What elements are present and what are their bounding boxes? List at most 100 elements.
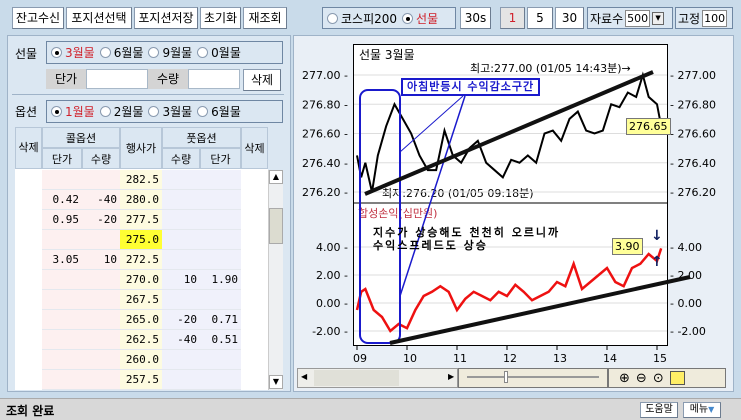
radio-icon xyxy=(51,106,62,117)
save-position-button[interactable]: 포지션저장 xyxy=(134,7,198,29)
scroll-up-icon[interactable]: ▲ xyxy=(269,170,283,184)
cell-call-price[interactable] xyxy=(42,290,82,310)
cell-put-price[interactable] xyxy=(200,350,241,370)
cell-put-qty[interactable] xyxy=(162,210,200,230)
cell-put-price[interactable]: 1.90 xyxy=(200,270,241,290)
cell-put-qty[interactable] xyxy=(162,230,200,250)
cell-put-qty[interactable] xyxy=(162,250,200,270)
futures-qty-input[interactable] xyxy=(188,69,240,89)
cell-put-price[interactable] xyxy=(200,290,241,310)
source-kospi200[interactable]: 코스피200 xyxy=(327,10,397,27)
cell-put-price[interactable] xyxy=(200,190,241,210)
cell-strike[interactable]: 275.0 xyxy=(120,230,162,250)
zoom-in-icon[interactable]: ⊕ xyxy=(619,370,630,386)
menu-button[interactable]: 메뉴▼ xyxy=(683,402,721,418)
cell-strike[interactable]: 272.5 xyxy=(120,250,162,270)
strike-column-bg xyxy=(120,170,162,390)
interval-30-button[interactable]: 30 xyxy=(555,7,584,29)
interval-30s-button[interactable]: 30s xyxy=(460,7,491,29)
cell-strike[interactable]: 267.5 xyxy=(120,290,162,310)
scroll-right-icon[interactable]: ▶ xyxy=(448,372,455,381)
options-month-2[interactable]: 2월물 xyxy=(99,103,143,120)
cell-call-qty[interactable] xyxy=(82,350,120,370)
help-button[interactable]: 도움말 xyxy=(640,402,678,418)
futures-month-3[interactable]: 3월물 xyxy=(51,44,95,61)
cell-put-price[interactable] xyxy=(200,230,241,250)
scroll-down-icon[interactable]: ▼ xyxy=(269,375,283,389)
cell-call-qty[interactable] xyxy=(82,290,120,310)
cell-call-qty[interactable]: -40 xyxy=(82,190,120,210)
cell-strike[interactable]: 260.0 xyxy=(120,350,162,370)
cell-strike[interactable]: 277.5 xyxy=(120,210,162,230)
scroll-left-icon[interactable]: ◀ xyxy=(301,372,308,381)
refresh-button[interactable]: 재조회 xyxy=(243,7,287,29)
futures-price-input[interactable] xyxy=(86,69,148,89)
futures-month-6[interactable]: 6월물 xyxy=(99,44,143,61)
cell-put-price[interactable] xyxy=(200,250,241,270)
settings-list-icon[interactable] xyxy=(669,371,685,385)
scroll-thumb[interactable] xyxy=(269,208,283,244)
cell-call-price[interactable] xyxy=(42,370,82,390)
cell-call-price[interactable] xyxy=(42,270,82,290)
source-futures[interactable]: 선물 xyxy=(402,10,438,27)
cell-call-qty[interactable] xyxy=(82,330,120,350)
zoom-slider[interactable] xyxy=(458,368,608,388)
cell-put-qty[interactable] xyxy=(162,350,200,370)
cell-call-price[interactable]: 0.95 xyxy=(42,210,82,230)
chevron-down-icon[interactable]: ▼ xyxy=(652,11,665,25)
cell-put-price[interactable]: 0.71 xyxy=(200,310,241,330)
interval-5-button[interactable]: 5 xyxy=(527,7,553,29)
cell-put-qty[interactable] xyxy=(162,370,200,390)
options-month-3[interactable]: 3월물 xyxy=(148,103,192,120)
fixed-input[interactable]: 100 xyxy=(702,9,728,27)
cell-call-price[interactable] xyxy=(42,310,82,330)
receive-balance-button[interactable]: 잔고수신 xyxy=(12,7,64,29)
cell-put-qty[interactable] xyxy=(162,170,200,190)
cell-strike[interactable]: 282.5 xyxy=(120,170,162,190)
cell-put-qty[interactable]: -20 xyxy=(162,310,200,330)
cell-strike[interactable]: 270.0 xyxy=(120,270,162,290)
cell-put-price[interactable] xyxy=(200,210,241,230)
cell-put-qty[interactable]: 10 xyxy=(162,270,200,290)
cell-put-qty[interactable] xyxy=(162,190,200,210)
cell-call-qty[interactable] xyxy=(82,170,120,190)
zoom-out-icon[interactable]: ⊖ xyxy=(635,370,647,386)
cell-call-qty[interactable]: 10 xyxy=(82,250,120,270)
cell-put-qty[interactable] xyxy=(162,290,200,310)
select-position-button[interactable]: 포지션선택 xyxy=(66,7,132,29)
zoom-reset-icon[interactable]: ⊙ xyxy=(652,370,664,386)
count-select[interactable]: 500 xyxy=(625,9,651,27)
options-month-1[interactable]: 1월물 xyxy=(51,103,95,120)
cell-call-qty[interactable] xyxy=(82,370,120,390)
y-tick-left: 276.60 - xyxy=(302,128,348,141)
chart-hscrollbar[interactable]: ◀ ▶ xyxy=(297,368,458,388)
cell-put-price[interactable] xyxy=(200,170,241,190)
futures-month-0[interactable]: 0월물 xyxy=(197,44,241,61)
cell-strike[interactable]: 280.0 xyxy=(120,190,162,210)
scroll-thumb[interactable] xyxy=(314,370,399,386)
reset-button[interactable]: 초기화 xyxy=(200,7,241,29)
y-tick-right: - 276.20 xyxy=(670,186,716,199)
interval-1-button[interactable]: 1 xyxy=(500,7,525,29)
cell-put-price[interactable] xyxy=(200,370,241,390)
cell-call-price[interactable]: 3.05 xyxy=(42,250,82,270)
slider-thumb[interactable] xyxy=(504,371,508,383)
options-month-6[interactable]: 6월물 xyxy=(197,103,241,120)
cell-strike[interactable]: 257.5 xyxy=(120,370,162,390)
cell-call-price[interactable]: 0.42 xyxy=(42,190,82,210)
cell-call-price[interactable] xyxy=(42,170,82,190)
futures-month-9[interactable]: 9월물 xyxy=(148,44,192,61)
cell-call-qty[interactable] xyxy=(82,310,120,330)
cell-call-price[interactable] xyxy=(42,330,82,350)
table-scrollbar[interactable]: ▲ ▼ xyxy=(268,170,283,390)
cell-put-price[interactable]: 0.51 xyxy=(200,330,241,350)
cell-call-qty[interactable] xyxy=(82,230,120,250)
cell-strike[interactable]: 262.5 xyxy=(120,330,162,350)
futures-delete-button[interactable]: 삭제 xyxy=(243,69,281,91)
cell-strike[interactable]: 265.0 xyxy=(120,310,162,330)
cell-call-price[interactable] xyxy=(42,230,82,250)
cell-call-qty[interactable] xyxy=(82,270,120,290)
cell-call-qty[interactable]: -20 xyxy=(82,210,120,230)
cell-put-qty[interactable]: -40 xyxy=(162,330,200,350)
cell-call-price[interactable] xyxy=(42,350,82,370)
